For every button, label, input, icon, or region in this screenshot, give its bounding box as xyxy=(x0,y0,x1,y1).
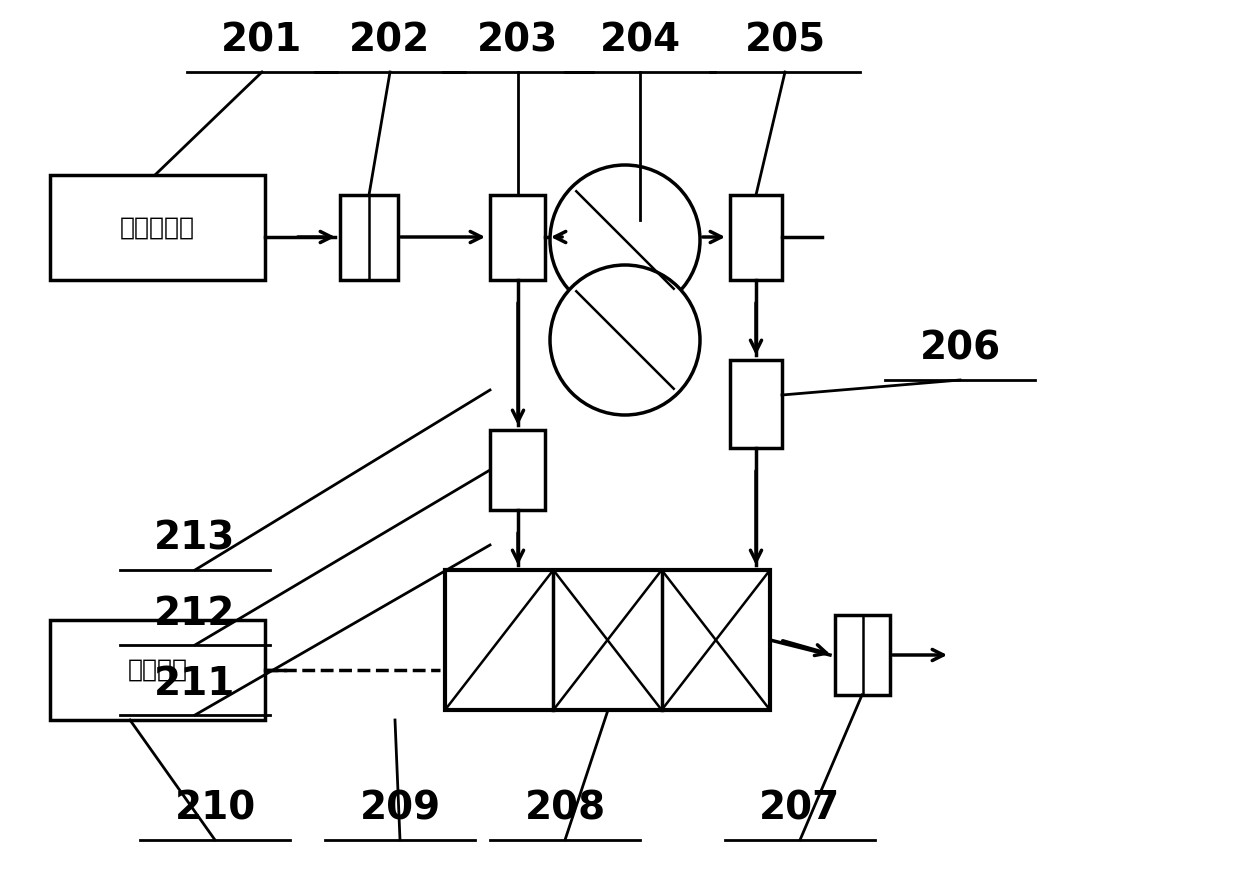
Text: 210: 210 xyxy=(175,790,255,828)
Bar xyxy=(489,195,545,280)
Text: 208: 208 xyxy=(524,790,606,828)
Bar xyxy=(730,360,782,448)
Text: 212: 212 xyxy=(155,595,235,633)
Bar xyxy=(50,620,265,720)
Text: 207: 207 xyxy=(760,790,840,828)
Bar xyxy=(730,195,782,280)
Text: 内燃发动机: 内燃发动机 xyxy=(120,216,195,240)
Text: 203: 203 xyxy=(477,22,559,60)
Text: 205: 205 xyxy=(745,22,825,60)
Bar xyxy=(445,570,769,710)
Text: 211: 211 xyxy=(155,665,235,703)
Bar xyxy=(489,430,545,510)
Text: 213: 213 xyxy=(155,520,235,558)
Text: 测速装置: 测速装置 xyxy=(128,658,187,682)
Circle shape xyxy=(550,265,700,415)
Text: 209: 209 xyxy=(359,790,441,828)
Bar xyxy=(339,195,398,280)
Text: 206: 206 xyxy=(919,330,1001,368)
Bar xyxy=(835,615,890,695)
Text: 204: 204 xyxy=(600,22,680,60)
Circle shape xyxy=(550,165,700,315)
Text: 202: 202 xyxy=(349,22,431,60)
Bar xyxy=(50,175,265,280)
Text: 201: 201 xyxy=(222,22,302,60)
